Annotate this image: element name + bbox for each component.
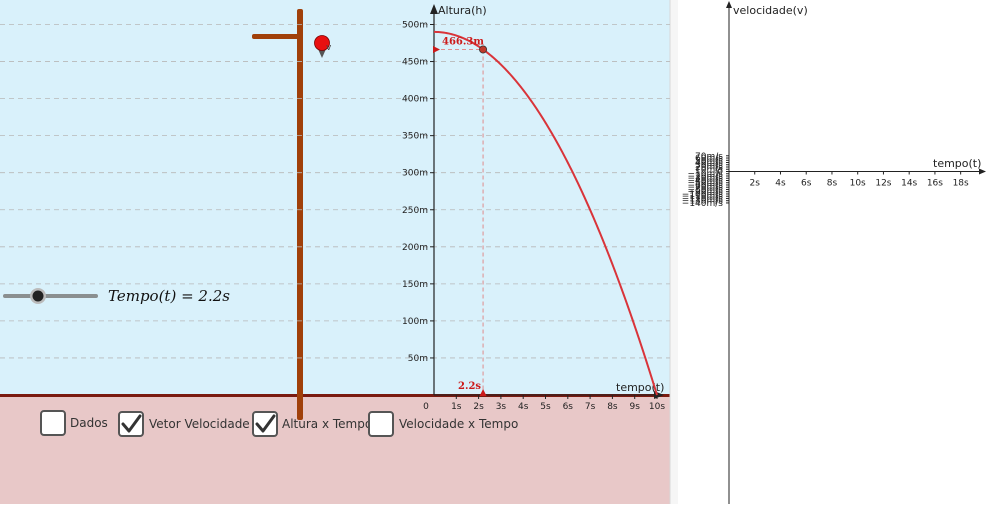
v-y-tick-label: 30m/s bbox=[695, 161, 723, 171]
height-marker-icon bbox=[433, 45, 440, 53]
ball[interactable] bbox=[314, 35, 330, 51]
slider-label: Tempo(t) = 2.2s bbox=[108, 287, 230, 305]
y-tick-label: 300m bbox=[402, 169, 428, 179]
y-tick-label: 250m bbox=[402, 206, 428, 216]
v-y-tick-label: −60m/s bbox=[688, 181, 724, 191]
v-y-tick-label: −90m/s bbox=[688, 188, 724, 198]
height-annotations: 466.3m 2.2s bbox=[433, 36, 488, 396]
x-tick-label: 8s bbox=[607, 402, 618, 412]
v-y-tick-label: −110m/s bbox=[682, 192, 724, 202]
height-ticks: 50m 100m 150m 200m 250m 300m 350m 400m 450m 500m 0… bbox=[402, 21, 665, 413]
x-tick-label: 5s bbox=[540, 402, 551, 412]
v-y-tick-label: 10m/s bbox=[695, 165, 723, 175]
height-curve bbox=[433, 30, 658, 396]
v-x-tick-label: 14s bbox=[901, 179, 917, 189]
x-tick-label: 9s bbox=[629, 402, 640, 412]
current-point bbox=[479, 45, 488, 54]
v-x-tick-label: 18s bbox=[953, 179, 969, 189]
v-x-tick-label: 8s bbox=[827, 179, 838, 189]
x-tick-label: 1s bbox=[451, 402, 462, 412]
altura-tempo-label: Altura x Tempo bbox=[282, 417, 373, 431]
ball-pointer bbox=[318, 49, 326, 58]
v-y-tick-label: 0 bbox=[717, 168, 723, 178]
y-tick-label: 100m bbox=[402, 317, 428, 327]
v-y-tick-label: −120m/s bbox=[682, 194, 724, 204]
y-tick-label: 450m bbox=[402, 58, 428, 68]
y-tick-label: 350m bbox=[402, 132, 428, 142]
v-x-tick-label: 2s bbox=[750, 179, 761, 189]
v-x-tick-label: 6s bbox=[801, 179, 812, 189]
check-icon bbox=[121, 414, 142, 433]
v-y-axis-title: velocidade(v) bbox=[733, 4, 808, 17]
y-tick-label: 500m bbox=[402, 21, 428, 31]
dados-label: Dados bbox=[70, 416, 108, 430]
dados-checkbox[interactable] bbox=[40, 410, 66, 436]
v-y-tick-label: 60m/s bbox=[695, 154, 723, 164]
velocidade-tempo-checkbox[interactable] bbox=[368, 411, 394, 437]
velocity-ticks: 70m/s60m/s50m/s40m/s30m/s20m/s10m/s0−10m… bbox=[682, 152, 969, 209]
v-x-tick-label: 12s bbox=[875, 179, 891, 189]
v-x-axis-title: tempo(t) bbox=[933, 157, 981, 170]
v-y-tick-label: −80m/s bbox=[688, 185, 724, 195]
v-x-axis-arrow-icon bbox=[979, 168, 986, 175]
height-curve-group bbox=[433, 30, 658, 396]
v-y-tick-label: 70m/s bbox=[695, 152, 723, 162]
v-x-tick-label: 10s bbox=[850, 179, 866, 189]
velocidade-tempo-label: Velocidade x Tempo bbox=[399, 417, 519, 431]
v-y-tick-label: 50m/s bbox=[695, 156, 723, 166]
vetor-velocidade-checkbox[interactable] bbox=[118, 411, 144, 437]
height-value-label: 466.3m bbox=[442, 36, 484, 47]
v-y-tick-label: 40m/s bbox=[695, 159, 723, 169]
x-tick-label: 2s bbox=[473, 402, 484, 412]
v-y-tick-label: −20m/s bbox=[688, 172, 724, 182]
v-y-tick-label: −10m/s bbox=[688, 170, 724, 180]
sky-background bbox=[0, 0, 670, 395]
vetor-velocidade-label: Vetor Velocidade bbox=[149, 417, 250, 431]
x-tick-label: 0 bbox=[423, 402, 429, 412]
panel-divider bbox=[670, 0, 678, 504]
v-y-tick-label: −130m/s bbox=[682, 197, 724, 207]
v-y-axis-arrow-icon bbox=[726, 1, 732, 8]
altura-tempo-checkbox[interactable] bbox=[252, 411, 278, 437]
x-tick-label: 10s bbox=[649, 402, 665, 412]
y-tick-label: 50m bbox=[408, 354, 428, 364]
x-tick-label: 7s bbox=[585, 402, 596, 412]
y-tick-label: 200m bbox=[402, 243, 428, 253]
y-tick-label: 400m bbox=[402, 95, 428, 105]
v-y-tick-label: −30m/s bbox=[688, 174, 724, 184]
y-tick-label: 150m bbox=[402, 280, 428, 290]
velocity-axes: velocidade(v) tempo(t) bbox=[726, 1, 986, 504]
v-y-tick-label: −140m/s bbox=[682, 199, 724, 209]
v-y-tick-label: 20m/s bbox=[695, 163, 723, 173]
tower-arm bbox=[252, 34, 302, 39]
time-slider[interactable] bbox=[3, 288, 98, 304]
time-marker-icon bbox=[479, 389, 487, 396]
v-x-tick-label: 16s bbox=[927, 179, 943, 189]
x-tick-label: 3s bbox=[496, 402, 507, 412]
y-axis-title: Altura(h) bbox=[438, 4, 487, 17]
v-y-tick-label: −50m/s bbox=[688, 179, 724, 189]
x-tick-label: 6s bbox=[563, 402, 574, 412]
x-tick-label: 4s bbox=[518, 402, 529, 412]
v-y-tick-label: −100m/s bbox=[682, 190, 724, 200]
x-axis-title: tempo(t) bbox=[616, 381, 664, 394]
ground-background bbox=[0, 395, 670, 504]
slider-knob-center[interactable] bbox=[32, 290, 44, 302]
v-x-tick-label: 4s bbox=[775, 179, 786, 189]
projectile-group[interactable]: v bbox=[314, 35, 333, 59]
ball-label: v bbox=[326, 43, 332, 53]
height-grid bbox=[0, 24, 670, 359]
time-value-label: 2.2s bbox=[458, 381, 481, 392]
height-axes: Altura(h) tempo(t) bbox=[430, 4, 664, 399]
v-y-tick-label: −70m/s bbox=[688, 183, 724, 193]
v-y-tick-label: −40m/s bbox=[688, 176, 724, 186]
y-axis-arrow-icon bbox=[430, 4, 438, 14]
tower-pole bbox=[297, 9, 303, 420]
check-icon bbox=[255, 414, 276, 433]
